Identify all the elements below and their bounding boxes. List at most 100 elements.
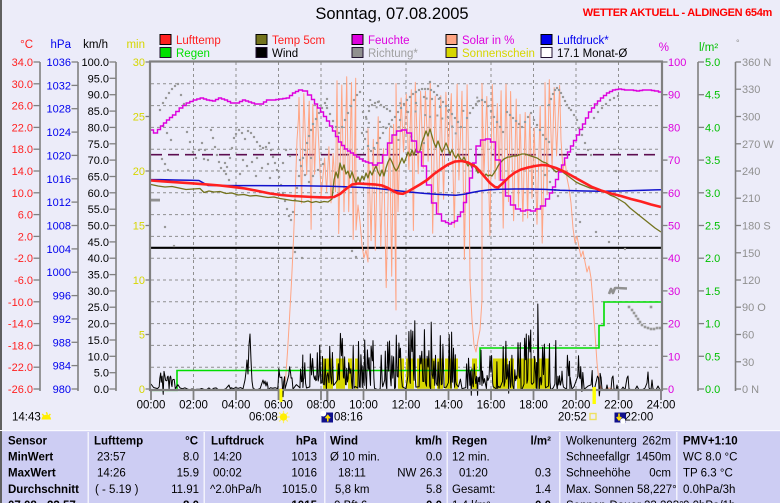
svg-text:1028: 1028 [47, 104, 71, 116]
svg-text:984: 984 [53, 361, 71, 373]
svg-text:2.0: 2.0 [705, 253, 720, 265]
svg-text:0.0hPa/1h: 0.0hPa/1h [683, 500, 735, 503]
svg-text:1016: 1016 [47, 174, 71, 186]
svg-text:3.5: 3.5 [705, 155, 720, 167]
svg-text:-6.0: -6.0 [14, 275, 33, 287]
svg-text:-22.0: -22.0 [8, 362, 33, 374]
svg-text:02:00: 02:00 [179, 400, 208, 412]
svg-text:1.4 l/m²: 1.4 l/m² [452, 500, 491, 503]
svg-text:20:52: 20:52 [558, 412, 587, 424]
svg-text:22.0: 22.0 [12, 122, 33, 134]
svg-text:30: 30 [742, 357, 754, 369]
svg-text:18.0: 18.0 [12, 144, 33, 156]
svg-text:25: 25 [133, 112, 145, 124]
svg-text:5,8 km: 5,8 km [335, 484, 370, 496]
svg-text:0 Bft 6: 0 Bft 6 [334, 500, 367, 503]
svg-text:hPa: hPa [51, 39, 72, 51]
svg-text:0cm: 0cm [649, 468, 671, 480]
svg-text:PMV+1:10: PMV+1:10 [683, 436, 738, 448]
svg-text:20:00: 20:00 [562, 400, 591, 412]
svg-text:15: 15 [133, 221, 145, 233]
svg-text:30: 30 [668, 286, 680, 298]
svg-text:1013: 1013 [291, 452, 317, 464]
svg-text:85.0: 85.0 [88, 106, 109, 118]
svg-text:04:00: 04:00 [222, 400, 251, 412]
svg-text:0.5: 0.5 [705, 351, 720, 363]
svg-text:17.1 Monat-Ø: 17.1 Monat-Ø [557, 48, 627, 60]
svg-text:Solar in %: Solar in % [462, 35, 514, 47]
svg-text:°C: °C [20, 39, 33, 51]
svg-text:00:02: 00:02 [213, 468, 242, 480]
svg-text:8.0: 8.0 [183, 452, 199, 464]
svg-text:Ø 10 min.: Ø 10 min. [330, 452, 380, 464]
svg-text:MinWert: MinWert [8, 452, 53, 464]
svg-text:80: 80 [668, 122, 680, 134]
svg-text:1.5: 1.5 [705, 286, 720, 298]
svg-text:10.0: 10.0 [12, 188, 33, 200]
svg-text:Wolkenunterg: Wolkenunterg [566, 436, 637, 448]
svg-text:12:00: 12:00 [392, 400, 421, 412]
svg-text:34.0: 34.0 [12, 57, 33, 69]
svg-text:50: 50 [668, 221, 680, 233]
svg-text:1036: 1036 [47, 57, 71, 69]
svg-text:20: 20 [133, 166, 145, 178]
svg-text:^2.0hPa/h: ^2.0hPa/h [210, 484, 261, 496]
svg-text:988: 988 [53, 337, 71, 349]
svg-text:06:00: 06:00 [264, 400, 293, 412]
svg-text:MaxWert: MaxWert [8, 468, 56, 480]
svg-text:120: 120 [742, 275, 760, 287]
svg-text:45.0: 45.0 [88, 237, 109, 249]
svg-text:70.0: 70.0 [88, 155, 109, 167]
svg-text:15.9: 15.9 [177, 468, 199, 480]
svg-text:Luftdruck: Luftdruck [211, 436, 265, 448]
svg-text:210: 210 [742, 193, 760, 205]
svg-text:1032: 1032 [47, 80, 71, 92]
svg-text:10: 10 [133, 275, 145, 287]
svg-text:-10.0: -10.0 [8, 297, 33, 309]
svg-text:0.0: 0.0 [94, 384, 109, 396]
svg-text:10: 10 [668, 351, 680, 363]
svg-text:Regen: Regen [452, 436, 487, 448]
svg-text:Wind: Wind [272, 48, 298, 60]
svg-text:Wind: Wind [330, 436, 358, 448]
svg-text:Regen: Regen [176, 48, 210, 60]
svg-text:1015.0: 1015.0 [282, 484, 317, 496]
svg-text:WETTER AKTUELL - ALDINGEN 654m: WETTER AKTUELL - ALDINGEN 654m [583, 7, 773, 19]
svg-text:NW 26.3: NW 26.3 [397, 468, 442, 480]
svg-text:24:00: 24:00 [647, 400, 676, 412]
svg-text:18:00: 18:00 [519, 400, 548, 412]
svg-text:5: 5 [139, 330, 145, 342]
svg-text:14:43: 14:43 [12, 412, 41, 424]
svg-text:01:20: 01:20 [459, 468, 488, 480]
svg-text:60: 60 [668, 188, 680, 200]
svg-text:20.0: 20.0 [88, 319, 109, 331]
svg-text:360 N: 360 N [742, 57, 771, 69]
svg-text:0: 0 [668, 384, 674, 396]
svg-text:Richtung*: Richtung* [368, 48, 418, 60]
svg-text:6.0: 6.0 [18, 210, 33, 222]
svg-text:22:00: 22:00 [625, 412, 654, 424]
svg-text:Lufttemp: Lufttemp [94, 436, 143, 448]
svg-text:15.0: 15.0 [88, 335, 109, 347]
svg-text:08:00: 08:00 [307, 400, 336, 412]
svg-text:60.0: 60.0 [88, 188, 109, 200]
svg-text:240: 240 [742, 166, 760, 178]
svg-text:150: 150 [742, 248, 760, 260]
svg-text:992: 992 [53, 314, 71, 326]
svg-text:1450m: 1450m [636, 452, 671, 464]
svg-text:90.0: 90.0 [88, 90, 109, 102]
svg-text:km/h: km/h [83, 39, 108, 51]
svg-text:0.0: 0.0 [705, 384, 720, 396]
svg-text:10.0: 10.0 [88, 351, 109, 363]
svg-text:%: % [659, 42, 669, 54]
svg-text:3.0: 3.0 [705, 188, 720, 200]
svg-text:65.0: 65.0 [88, 172, 109, 184]
svg-text:Feuchte: Feuchte [368, 35, 410, 47]
svg-text:330: 330 [742, 84, 760, 96]
svg-text:min: min [126, 39, 145, 51]
svg-text:4.5: 4.5 [705, 90, 720, 102]
svg-text:14.0: 14.0 [12, 166, 33, 178]
svg-text:1016: 1016 [291, 468, 317, 480]
svg-text:18:11: 18:11 [338, 468, 366, 480]
svg-text:1000: 1000 [47, 267, 71, 279]
